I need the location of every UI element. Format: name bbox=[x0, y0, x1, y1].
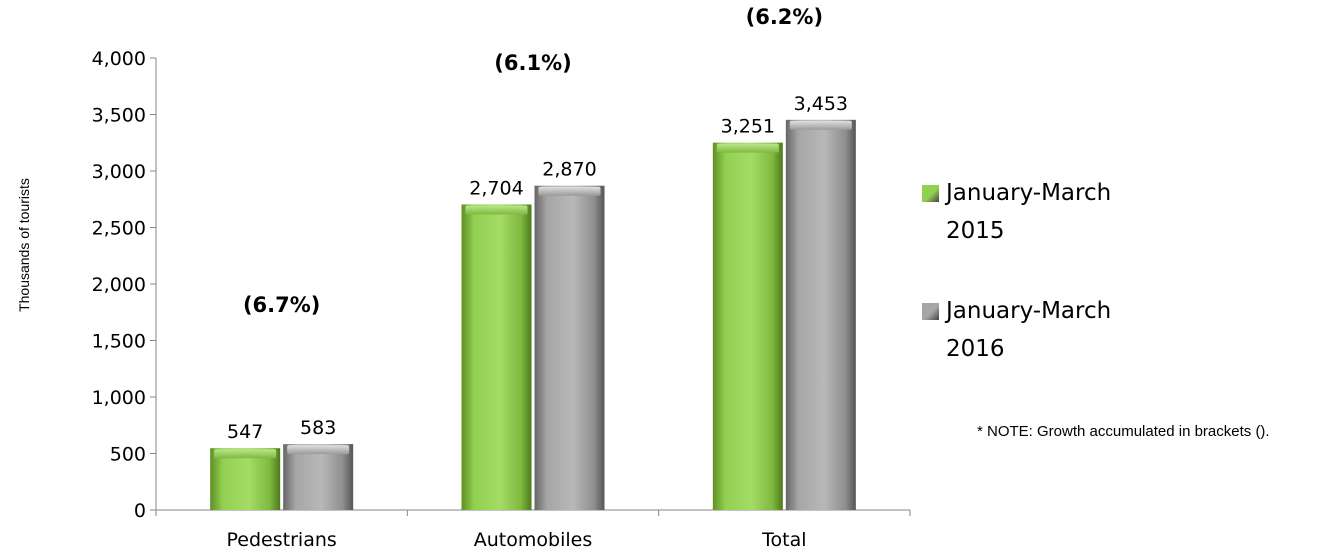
x-tick-label: Total bbox=[761, 529, 806, 551]
y-axis-title-text: Thousands of tourists bbox=[16, 178, 33, 312]
bar-cap bbox=[716, 143, 779, 153]
legend-item-2016: January-March 2016 bbox=[918, 292, 1138, 368]
data-label: 583 bbox=[300, 417, 336, 439]
legend-item-2015: January-March 2015 bbox=[918, 174, 1138, 250]
growth-label: (6.7%) bbox=[243, 293, 320, 317]
bar bbox=[283, 444, 354, 510]
bar-cap bbox=[538, 186, 601, 196]
bar-cap bbox=[789, 120, 852, 130]
growth-label: (6.2%) bbox=[746, 5, 823, 29]
bar-cap bbox=[214, 449, 277, 459]
legend: January-March 2015 January-March 2016 bbox=[918, 174, 1138, 410]
bar bbox=[461, 204, 532, 510]
y-tick-label: 1,000 bbox=[92, 387, 146, 409]
bar bbox=[534, 185, 605, 510]
legend-swatch-2015 bbox=[922, 185, 939, 202]
data-label: 2,870 bbox=[542, 159, 596, 181]
growth-label: (6.1%) bbox=[494, 51, 571, 75]
bar bbox=[785, 119, 856, 510]
y-tick-label: 3,500 bbox=[92, 105, 146, 127]
bar-body bbox=[461, 204, 532, 510]
y-tick-label: 1,500 bbox=[92, 331, 146, 353]
data-label: 3,453 bbox=[794, 93, 848, 115]
y-tick-label: 500 bbox=[110, 444, 146, 466]
bar-body bbox=[785, 119, 856, 510]
y-tick-label: 3,000 bbox=[92, 161, 146, 183]
bar-cap bbox=[287, 445, 350, 455]
y-tick-label: 0 bbox=[134, 500, 146, 522]
legend-swatch-2016 bbox=[922, 303, 939, 320]
bar bbox=[210, 448, 281, 510]
y-tick-label: 2,500 bbox=[92, 218, 146, 240]
bar-body bbox=[283, 444, 354, 510]
x-tick-label: Automobiles bbox=[474, 529, 592, 551]
legend-label-2015: January-March 2015 bbox=[946, 180, 1112, 244]
bar bbox=[712, 142, 783, 510]
bar-body bbox=[712, 142, 783, 510]
data-label: 547 bbox=[227, 421, 263, 443]
bar-cap bbox=[465, 205, 528, 215]
y-axis-title: Thousands of tourists bbox=[4, 155, 44, 335]
legend-label-2016: January-March 2016 bbox=[946, 298, 1112, 362]
x-tick-label: Pedestrians bbox=[227, 529, 337, 551]
bar-body bbox=[210, 448, 281, 510]
y-tick-label: 4,000 bbox=[92, 48, 146, 70]
y-tick-label: 2,000 bbox=[92, 274, 146, 296]
bar-body bbox=[534, 185, 605, 510]
growth-note: * NOTE: Growth accumulated in brackets (… bbox=[977, 423, 1270, 440]
data-label: 3,251 bbox=[721, 116, 775, 138]
data-label: 2,704 bbox=[469, 177, 523, 199]
